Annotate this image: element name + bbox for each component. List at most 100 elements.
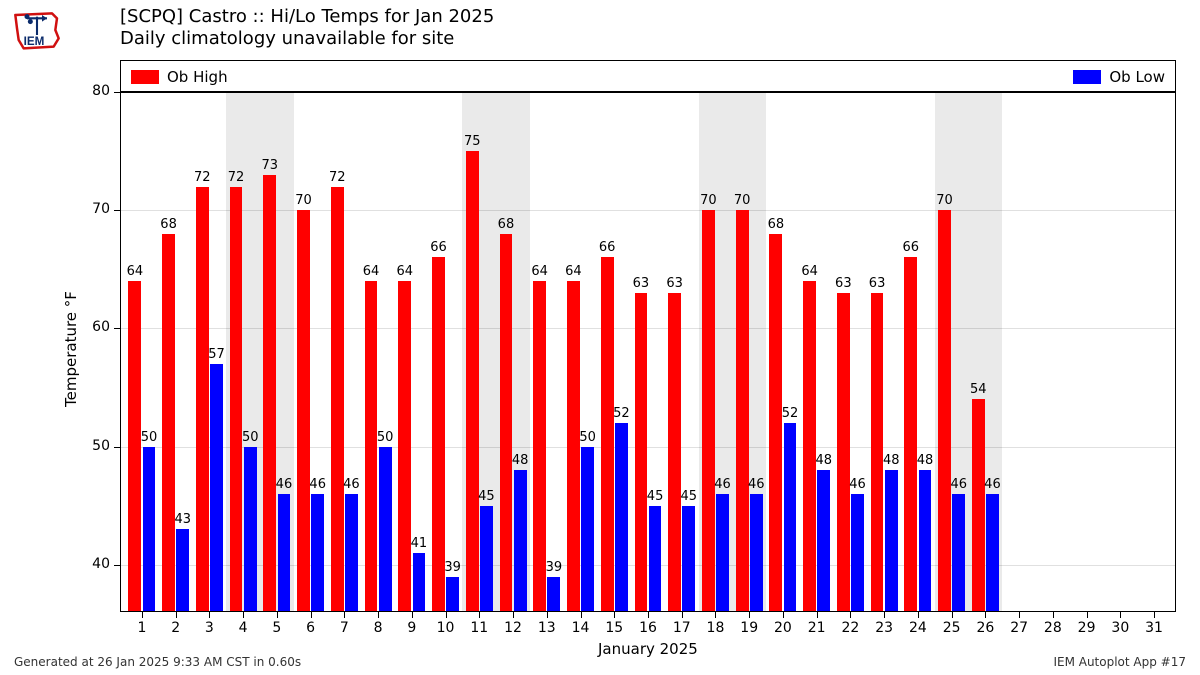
x-tick [412,612,413,618]
bar-high-label: 72 [189,170,215,185]
x-tick-label: 4 [229,620,257,636]
bar-high-label: 73 [257,158,283,173]
x-tick [952,612,953,618]
bar-high-label: 63 [628,276,654,291]
y-axis-label: Temperature °F [62,291,80,407]
x-tick-label: 3 [195,620,223,636]
title-line-1: [SCPQ] Castro :: Hi/Lo Temps for Jan 202… [120,6,494,28]
bar-low-label: 50 [372,430,398,445]
bar-high-label: 64 [122,264,148,279]
bar-high-label: 64 [527,264,553,279]
legend-swatch-high [131,70,159,84]
bar-high-label: 66 [425,240,451,255]
bar-high-label: 63 [830,276,856,291]
x-tick [1019,612,1020,618]
x-tick [1120,612,1121,618]
y-tick-label: 40 [70,556,110,572]
x-axis-label: January 2025 [598,640,698,658]
legend-item-low: Ob Low [1073,68,1165,86]
bar-low-label: 50 [237,430,263,445]
x-tick [581,612,582,618]
x-tick [648,612,649,618]
title-line-2: Daily climatology unavailable for site [120,28,494,50]
bar-high-label: 64 [560,264,586,279]
x-tick [850,612,851,618]
bar-low-label: 45 [473,489,499,504]
x-tick-label: 17 [668,620,696,636]
bar-low-label: 46 [710,477,736,492]
bar-low-label: 46 [305,477,331,492]
x-tick [243,612,244,618]
x-tick [378,612,379,618]
page: IEM [SCPQ] Castro :: Hi/Lo Temps for Jan… [0,0,1200,675]
x-tick-label: 16 [634,620,662,636]
y-tick [114,92,120,93]
bar-low-label: 45 [676,489,702,504]
x-tick [715,612,716,618]
x-tick-label: 12 [499,620,527,636]
x-tick [614,612,615,618]
bar-low-label: 39 [541,560,567,575]
legend-swatch-low [1073,70,1101,84]
bar-high-label: 70 [932,193,958,208]
bar-low-label: 46 [979,477,1005,492]
x-tick [513,612,514,618]
x-tick-label: 27 [1005,620,1033,636]
bar-high-label: 68 [156,217,182,232]
bar-high-label: 72 [223,170,249,185]
y-tick [114,328,120,329]
x-tick-label: 18 [701,620,729,636]
bar-low-label: 52 [777,406,803,421]
x-tick-label: 14 [567,620,595,636]
y-tick-label: 80 [70,83,110,99]
iem-logo: IEM [12,6,62,54]
x-tick-label: 15 [600,620,628,636]
x-tick-label: 25 [938,620,966,636]
bar-low-label: 57 [203,347,229,362]
chart-title: [SCPQ] Castro :: Hi/Lo Temps for Jan 202… [120,6,494,50]
y-tick [114,210,120,211]
bar-high-label: 70 [291,193,317,208]
x-tick [547,612,548,618]
legend-label-low: Ob Low [1109,68,1165,86]
x-tick [918,612,919,618]
y-tick [114,565,120,566]
bar-low-label: 50 [136,430,162,445]
x-tick-label: 26 [971,620,999,636]
bar-low-label: 43 [170,512,196,527]
x-tick-label: 9 [398,620,426,636]
bar-high-label: 75 [459,134,485,149]
x-tick-label: 7 [330,620,358,636]
x-tick [277,612,278,618]
x-tick-label: 8 [364,620,392,636]
x-tick-label: 28 [1039,620,1067,636]
bar-high-label: 54 [965,382,991,397]
footer-left: Generated at 26 Jan 2025 9:33 AM CST in … [14,655,301,669]
x-tick [311,612,312,618]
x-tick-label: 24 [904,620,932,636]
bar-high-label: 64 [358,264,384,279]
bar-high-label: 68 [493,217,519,232]
bar-low-label: 46 [743,477,769,492]
x-tick [783,612,784,618]
x-tick-label: 19 [735,620,763,636]
bar-low-label: 46 [845,477,871,492]
bar-low-label: 50 [575,430,601,445]
x-tick-label: 30 [1106,620,1134,636]
bar-low-label: 52 [608,406,634,421]
x-tick [1087,612,1088,618]
svg-text:IEM: IEM [24,35,45,48]
bar-high-label: 66 [898,240,924,255]
x-tick-label: 21 [803,620,831,636]
bar-high-label: 66 [594,240,620,255]
x-tick [344,612,345,618]
x-tick [176,612,177,618]
x-tick [446,612,447,618]
bar-low-label: 45 [642,489,668,504]
x-tick [682,612,683,618]
x-tick [749,612,750,618]
bar-high-label: 64 [392,264,418,279]
x-tick-label: 1 [128,620,156,636]
legend-item-high: Ob High [131,68,228,86]
y-tick-label: 60 [70,319,110,335]
